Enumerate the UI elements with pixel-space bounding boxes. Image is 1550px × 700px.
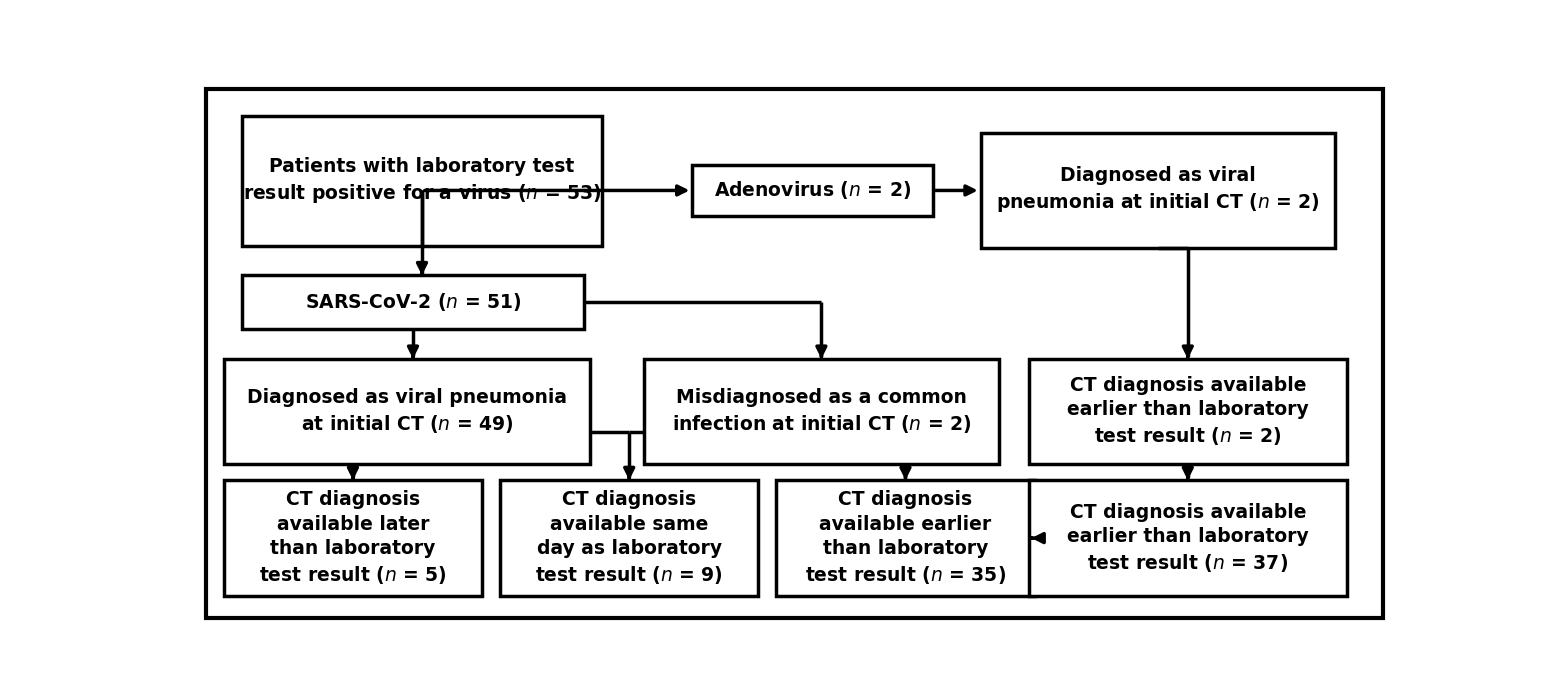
FancyBboxPatch shape bbox=[981, 132, 1335, 248]
FancyBboxPatch shape bbox=[645, 359, 998, 464]
Text: Patients with laboratory test
result positive for a virus ($\it{n}$ = 53): Patients with laboratory test result pos… bbox=[243, 157, 601, 205]
Text: CT diagnosis available
earlier than laboratory
test result ($\it{n}$ = 2): CT diagnosis available earlier than labo… bbox=[1066, 376, 1308, 447]
Text: SARS-CoV-2 ($\it{n}$ = 51): SARS-CoV-2 ($\it{n}$ = 51) bbox=[305, 291, 521, 314]
FancyBboxPatch shape bbox=[223, 480, 482, 596]
FancyBboxPatch shape bbox=[223, 359, 591, 464]
Text: CT diagnosis available
earlier than laboratory
test result ($\it{n}$ = 37): CT diagnosis available earlier than labo… bbox=[1066, 503, 1308, 574]
Text: CT diagnosis
available earlier
than laboratory
test result ($\it{n}$ = 35): CT diagnosis available earlier than labo… bbox=[804, 491, 1006, 586]
FancyBboxPatch shape bbox=[1029, 359, 1347, 464]
FancyBboxPatch shape bbox=[1029, 480, 1347, 596]
Text: Diagnosed as viral pneumonia
at initial CT ($\it{n}$ = 49): Diagnosed as viral pneumonia at initial … bbox=[246, 388, 567, 435]
Text: CT diagnosis
available later
than laboratory
test result ($\it{n}$ = 5): CT diagnosis available later than labora… bbox=[259, 491, 446, 586]
Text: Misdiagnosed as a common
infection at initial CT ($\it{n}$ = 2): Misdiagnosed as a common infection at in… bbox=[671, 388, 972, 435]
FancyBboxPatch shape bbox=[693, 165, 933, 216]
FancyBboxPatch shape bbox=[777, 480, 1035, 596]
FancyBboxPatch shape bbox=[206, 90, 1383, 617]
Text: Diagnosed as viral
pneumonia at initial CT ($\it{n}$ = 2): Diagnosed as viral pneumonia at initial … bbox=[995, 167, 1319, 214]
FancyBboxPatch shape bbox=[242, 275, 584, 329]
FancyBboxPatch shape bbox=[501, 480, 758, 596]
FancyBboxPatch shape bbox=[242, 116, 601, 246]
Text: CT diagnosis
available same
day as laboratory
test result ($\it{n}$ = 9): CT diagnosis available same day as labor… bbox=[535, 491, 724, 586]
Text: Adenovirus ($\it{n}$ = 2): Adenovirus ($\it{n}$ = 2) bbox=[715, 179, 911, 202]
